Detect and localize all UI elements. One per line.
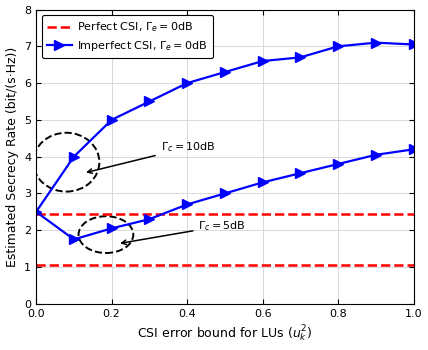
Imperfect CSI, $\Gamma_e = 0$dB (298, 55, 303, 60)
Imperfect CSI, $\Gamma_e = 0$dB (33, 210, 39, 214)
Legend: Perfect CSI, $\Gamma_e = 0$dB, Imperfect CSI, $\Gamma_e = 0$dB: Perfect CSI, $\Gamma_e = 0$dB, Imperfect… (42, 15, 213, 58)
Imperfect CSI, $\Gamma_e = 0$dB (373, 41, 378, 45)
Imperfect CSI, $\Gamma_e = 0$dB (260, 59, 265, 63)
Y-axis label: Estimated Secrecy Rate (bit/(s·Hz)): Estimated Secrecy Rate (bit/(s·Hz)) (6, 47, 18, 267)
Imperfect CSI, $\Gamma_e = 0$dB (147, 99, 152, 104)
Imperfect CSI, $\Gamma_e = 0$dB (109, 118, 114, 122)
X-axis label: CSI error bound for LUs ($u_k^2$): CSI error bound for LUs ($u_k^2$) (137, 324, 312, 344)
Imperfect CSI, $\Gamma_e = 0$dB (222, 70, 227, 74)
Text: $\Gamma_c = 10$dB: $\Gamma_c = 10$dB (88, 141, 215, 173)
Line: Imperfect CSI, $\Gamma_e = 0$dB: Imperfect CSI, $\Gamma_e = 0$dB (32, 38, 418, 216)
Imperfect CSI, $\Gamma_e = 0$dB (71, 155, 77, 159)
Imperfect CSI, $\Gamma_e = 0$dB (184, 81, 190, 85)
Text: $\Gamma_c = 5$dB: $\Gamma_c = 5$dB (122, 219, 246, 245)
Imperfect CSI, $\Gamma_e = 0$dB (411, 42, 416, 47)
Imperfect CSI, $\Gamma_e = 0$dB (336, 44, 341, 48)
